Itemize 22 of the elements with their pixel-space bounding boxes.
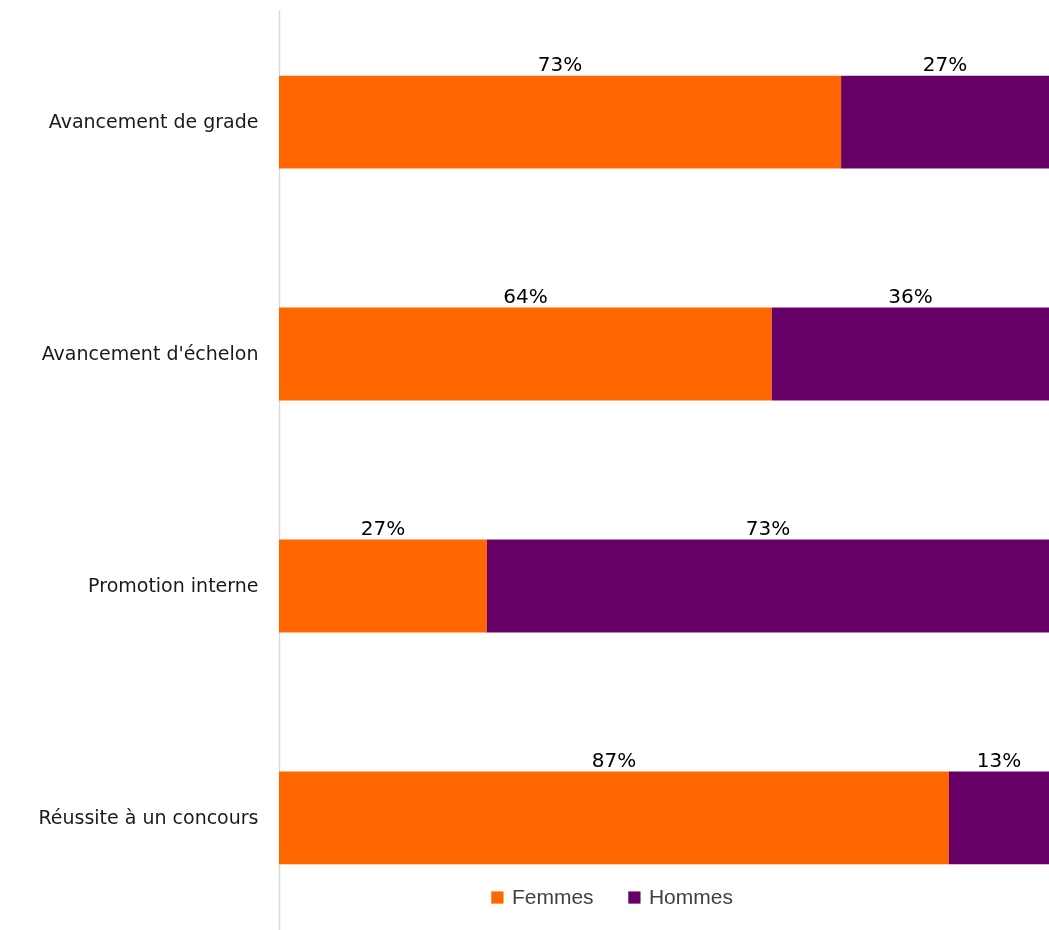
data-label: 73% [537,51,583,76]
data-label: 13% [976,747,1022,772]
bar [771,307,1049,401]
y-tick-label: Avancement d'échelon [41,342,259,365]
data-label: 64% [503,283,548,308]
legend-label: Hommes [648,884,733,908]
data-label: 27% [922,51,968,76]
y-tick-label: Réussite à un concours [38,805,259,828]
y-tick-label: Promotion interne [88,573,259,596]
legend-label: Femmes [511,884,594,908]
data-label: 73% [745,515,791,540]
bar [279,539,487,633]
bar [279,75,842,169]
data-label: 36% [888,283,933,308]
data-label: 87% [591,747,637,772]
bar [279,307,772,401]
bar [948,771,1049,865]
bar [486,539,1049,633]
y-tick-label: Avancement de grade [48,110,259,133]
data-label: 27% [360,515,406,540]
bar [279,771,949,865]
bar [841,75,1049,169]
